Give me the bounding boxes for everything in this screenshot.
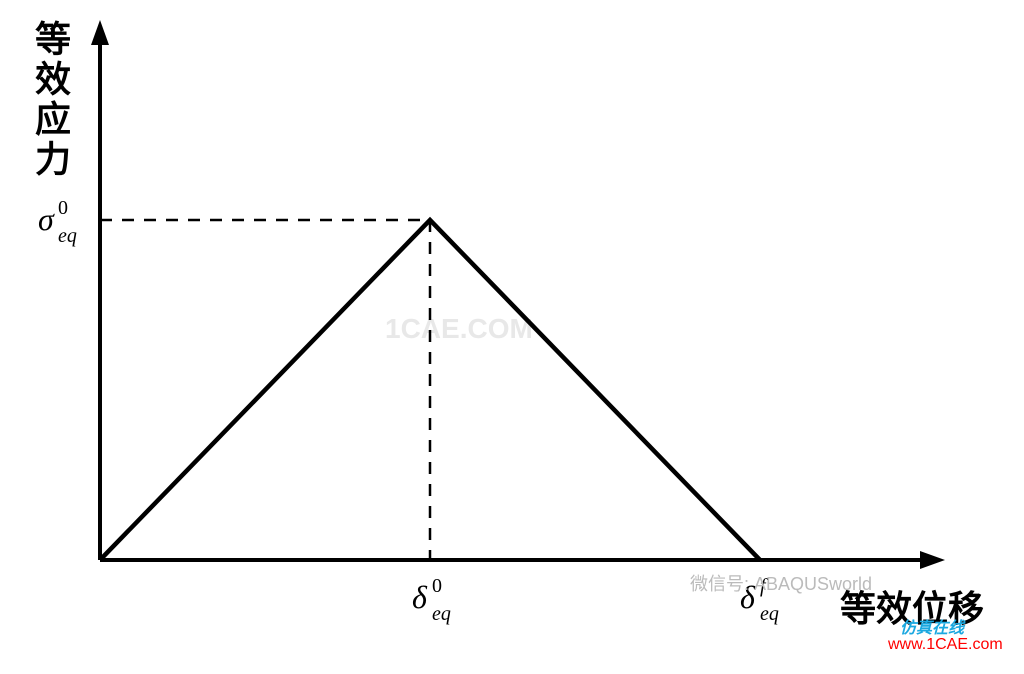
y-tick-label: σ eq 0 xyxy=(38,197,77,247)
y-axis-title: 等效应力 xyxy=(24,20,76,180)
svg-text:0: 0 xyxy=(432,575,442,597)
x-axis-arrow xyxy=(920,551,945,569)
svg-text:eq: eq xyxy=(760,603,779,625)
watermark-center: 1CAE.COM xyxy=(385,313,533,344)
watermark-wechat: 微信号: ABAQUSworld xyxy=(690,570,872,596)
watermark-url: www.1CAE.com xyxy=(888,636,1003,654)
svg-text:eq: eq xyxy=(58,225,77,247)
svg-text:0: 0 xyxy=(58,197,68,219)
x-tick-label-0: δ eq 0 xyxy=(412,575,451,625)
watermark-brand: 仿真在线 xyxy=(900,614,964,638)
svg-text:eq: eq xyxy=(432,603,451,625)
svg-text:δ: δ xyxy=(412,579,428,615)
y-axis-arrow xyxy=(91,20,109,45)
svg-text:σ: σ xyxy=(38,201,55,237)
